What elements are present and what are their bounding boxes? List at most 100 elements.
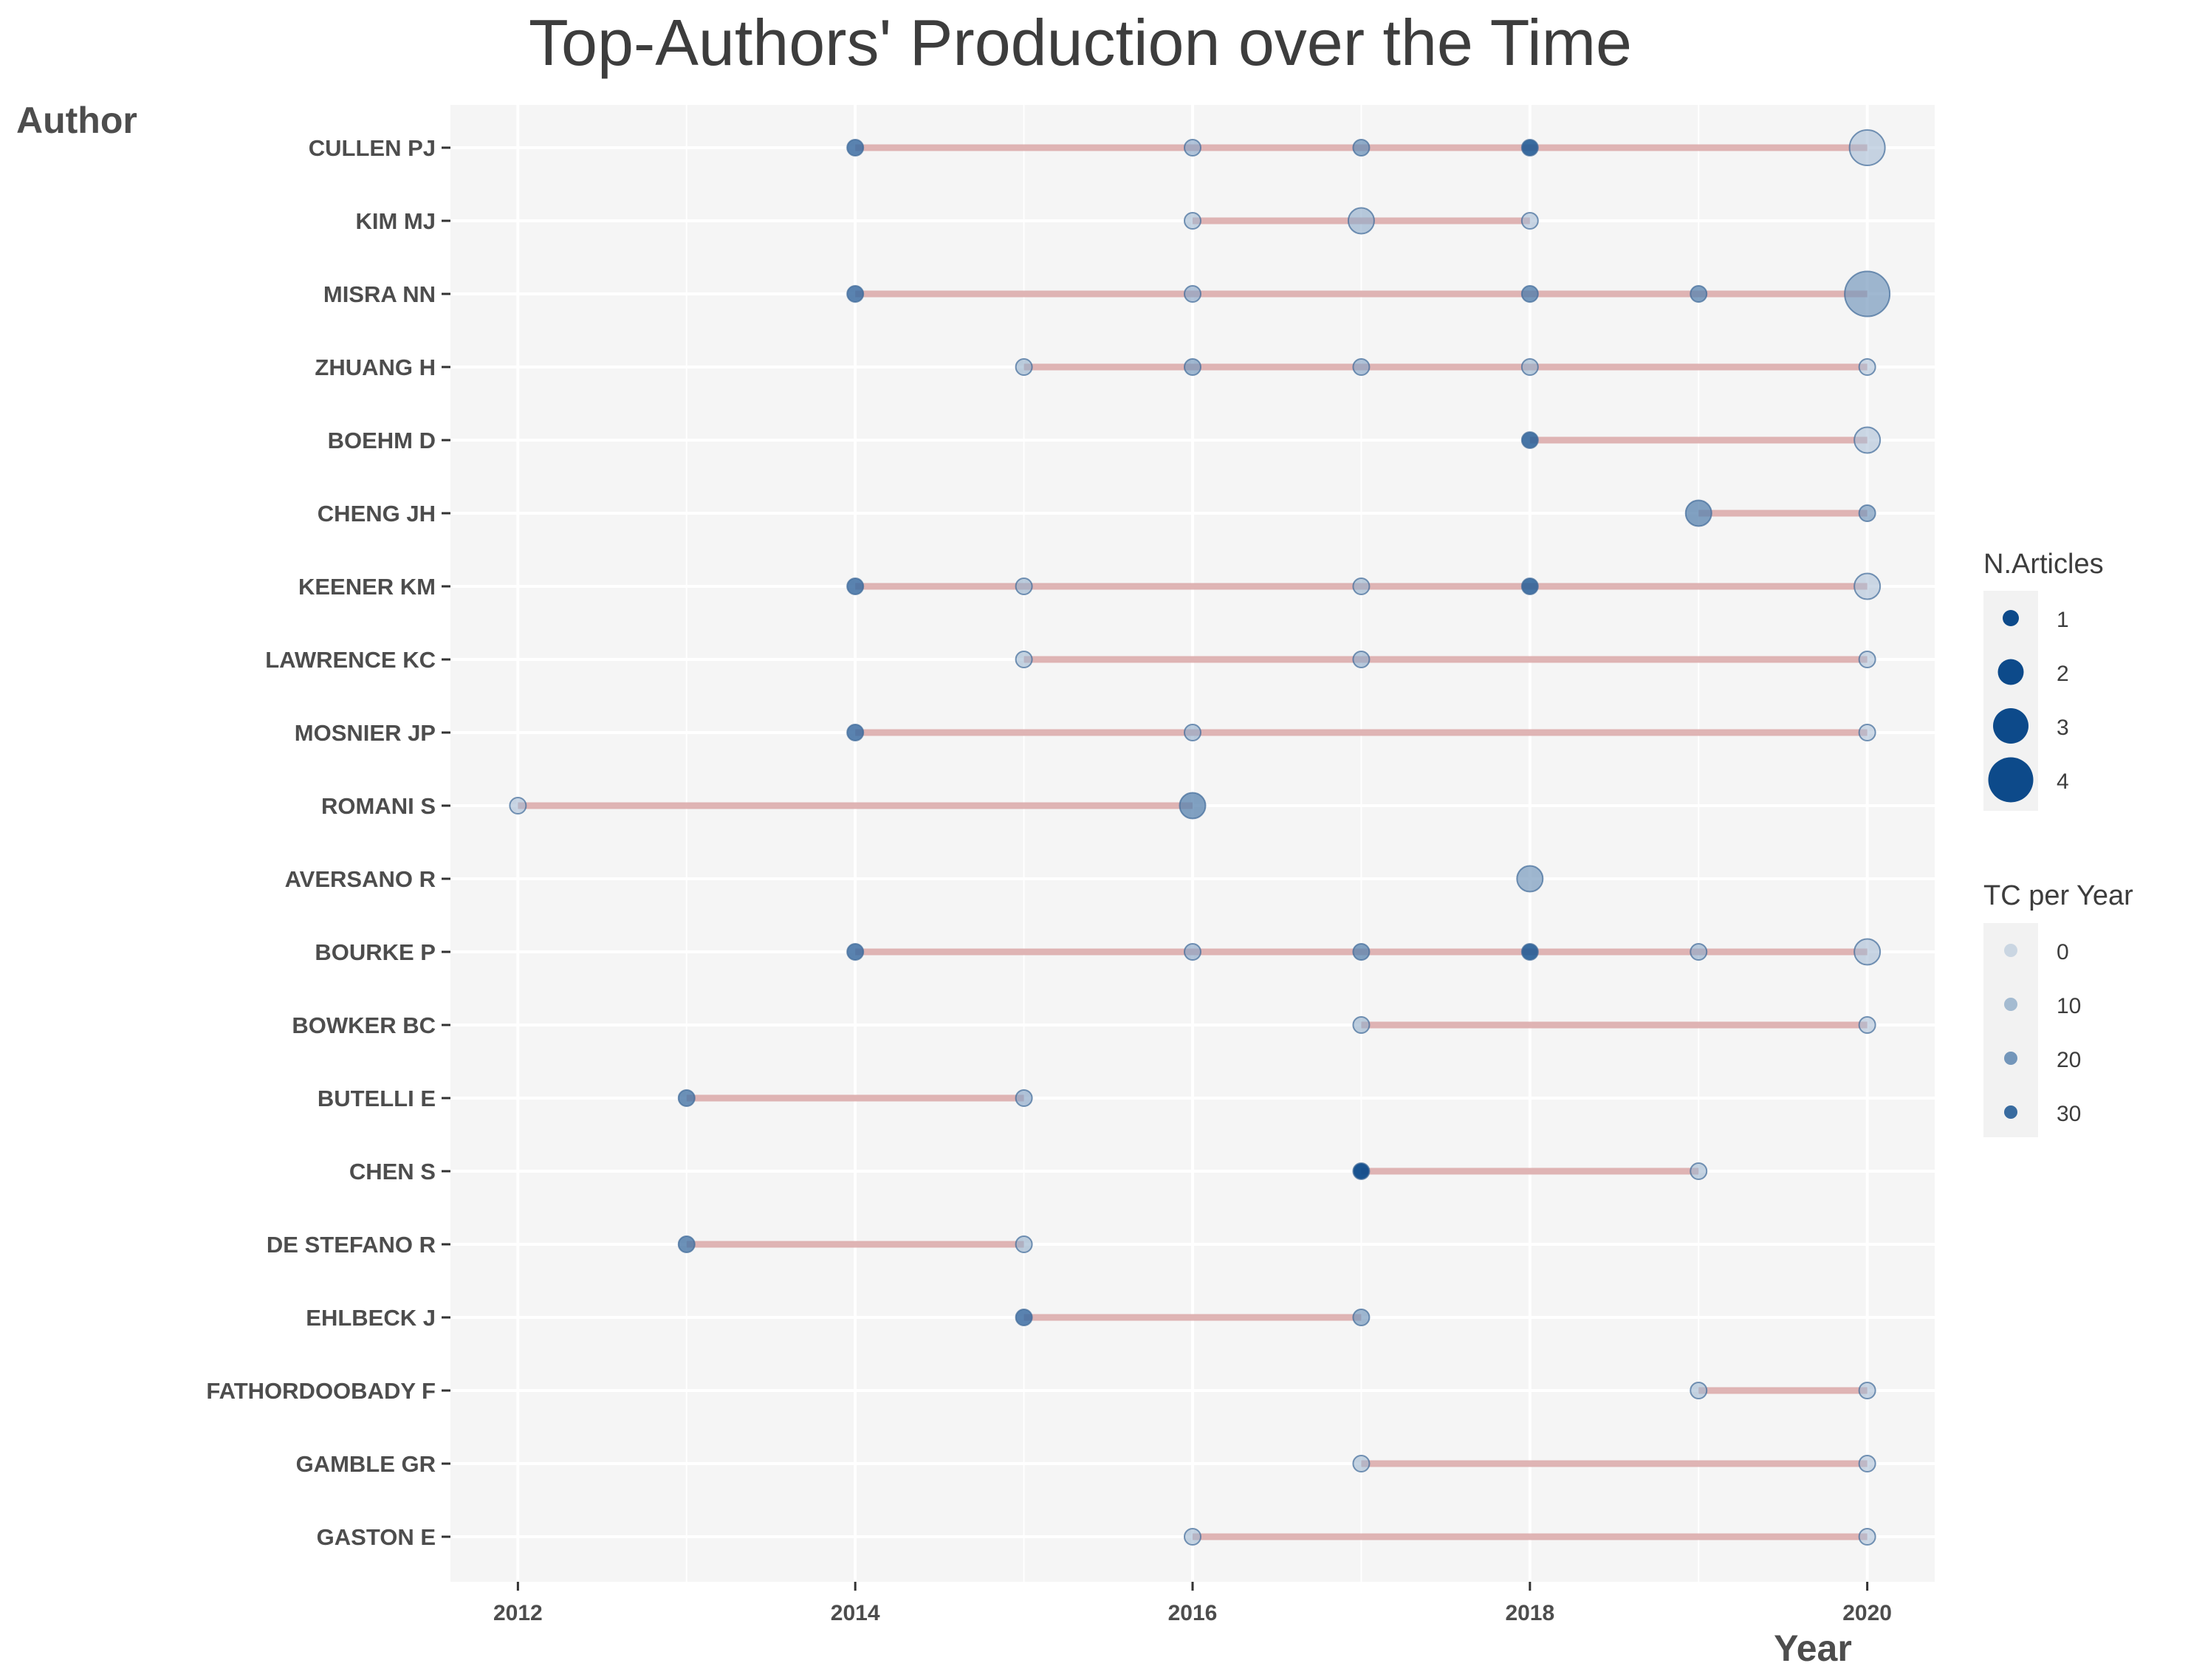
x-tick-label: 2016 bbox=[1168, 1601, 1218, 1625]
y-tick-label: KIM MJ bbox=[356, 208, 436, 234]
data-point bbox=[1352, 1162, 1371, 1180]
x-axis-title: Year bbox=[1774, 1628, 1852, 1669]
data-point bbox=[1516, 865, 1544, 893]
y-tick-label: MOSNIER JP bbox=[295, 720, 436, 746]
data-point bbox=[1520, 139, 1539, 157]
data-point bbox=[1520, 358, 1539, 376]
data-point bbox=[1184, 139, 1201, 157]
legend-color-key bbox=[2004, 998, 2017, 1011]
data-point bbox=[1520, 943, 1539, 961]
data-point bbox=[1015, 577, 1033, 595]
legend-color-title: TC per Year bbox=[1983, 880, 2133, 911]
data-point bbox=[1690, 1162, 1708, 1180]
data-point bbox=[1858, 651, 1876, 668]
data-point bbox=[1015, 651, 1033, 668]
x-tick-label: 2012 bbox=[493, 1601, 543, 1625]
legend-color-key bbox=[2004, 1052, 2017, 1065]
y-axis-title: Author bbox=[16, 100, 137, 141]
y-axis: CULLEN PJ KIM MJ MISRA NN ZHUANG H BOEHM D CH… bbox=[206, 135, 450, 1550]
y-tick-label: BOEHM D bbox=[328, 428, 436, 453]
y-tick-label: AVERSANO R bbox=[285, 866, 436, 892]
legend-size-label: 3 bbox=[2057, 716, 2069, 740]
x-tick-label: 2014 bbox=[831, 1601, 880, 1625]
data-point bbox=[1184, 943, 1201, 961]
data-point bbox=[1520, 285, 1539, 303]
legend-size-title: N.Articles bbox=[1983, 549, 2104, 580]
y-tick-label: MISRA NN bbox=[323, 281, 436, 307]
y-tick-label: CHENG JH bbox=[318, 501, 436, 527]
y-tick-label: EHLBECK J bbox=[306, 1305, 436, 1331]
data-point bbox=[1690, 285, 1708, 303]
y-tick-label: ZHUANG H bbox=[315, 354, 436, 380]
legend-color-key bbox=[2004, 944, 2017, 957]
y-tick-label: CULLEN PJ bbox=[309, 135, 436, 161]
data-point bbox=[1184, 724, 1201, 741]
data-point bbox=[1858, 504, 1876, 522]
y-tick-label: LAWRENCE KC bbox=[265, 647, 436, 673]
data-point bbox=[1520, 577, 1539, 595]
data-point bbox=[846, 724, 865, 741]
data-point bbox=[1352, 1016, 1371, 1034]
data-point bbox=[1690, 943, 1708, 961]
x-tick-label: 2020 bbox=[1842, 1601, 1892, 1625]
data-point bbox=[846, 943, 865, 961]
data-point bbox=[1858, 358, 1876, 376]
data-point bbox=[1520, 431, 1539, 449]
y-tick-label: GAMBLE GR bbox=[296, 1451, 436, 1477]
data-point bbox=[1015, 1089, 1033, 1107]
data-point bbox=[1179, 792, 1207, 820]
data-point bbox=[1352, 139, 1371, 157]
legend-color-label: 10 bbox=[2057, 994, 2081, 1018]
data-point bbox=[1352, 577, 1371, 595]
data-point bbox=[1684, 499, 1712, 527]
legend: N.Articles 1 2 3 4 TC per Year 0 10 20 30 bbox=[1983, 549, 2133, 1137]
legend-size-key bbox=[1993, 708, 2028, 744]
y-tick-label: KEENER KM bbox=[298, 574, 436, 600]
data-point bbox=[1184, 1528, 1201, 1546]
data-point bbox=[1858, 1016, 1876, 1034]
data-point bbox=[1858, 724, 1876, 741]
x-axis: 2012 2014 2016 2018 2020 bbox=[493, 1582, 1892, 1625]
y-tick-label: FATHORDOOBADY F bbox=[206, 1378, 436, 1404]
data-point bbox=[1858, 1382, 1876, 1399]
data-point bbox=[509, 797, 527, 815]
data-point bbox=[1015, 1235, 1033, 1253]
data-point bbox=[1184, 358, 1201, 376]
data-point bbox=[1844, 270, 1891, 318]
legend-size-key bbox=[2003, 610, 2019, 626]
data-point bbox=[1015, 1309, 1033, 1326]
data-point bbox=[846, 285, 865, 303]
data-point bbox=[1184, 212, 1201, 230]
y-tick-label: CHEN S bbox=[349, 1159, 436, 1184]
data-point bbox=[1853, 426, 1882, 454]
legend-color-key-bg bbox=[1983, 923, 2038, 1137]
data-point bbox=[846, 577, 865, 595]
data-point bbox=[1352, 651, 1371, 668]
legend-size-label: 1 bbox=[2057, 608, 2069, 632]
legend-size-items: 1 2 3 4 bbox=[1988, 608, 2069, 803]
y-tick-label: BUTELLI E bbox=[318, 1086, 436, 1111]
data-point bbox=[677, 1089, 696, 1107]
legend-size-key bbox=[1997, 659, 2024, 685]
y-tick-label: BOURKE P bbox=[315, 939, 436, 965]
legend-color-label: 0 bbox=[2057, 940, 2069, 964]
data-point bbox=[1858, 1528, 1876, 1546]
data-point bbox=[1848, 129, 1886, 166]
data-point bbox=[1690, 1382, 1708, 1399]
legend-color-items: 0 10 20 30 bbox=[2004, 940, 2081, 1126]
data-point bbox=[1858, 1455, 1876, 1472]
data-point bbox=[1352, 943, 1371, 961]
data-point bbox=[1352, 358, 1371, 376]
data-point bbox=[1015, 358, 1033, 376]
legend-size-label: 4 bbox=[2057, 769, 2069, 794]
data-point bbox=[1352, 1309, 1371, 1326]
data-point bbox=[1853, 938, 1882, 966]
legend-color-label: 30 bbox=[2057, 1102, 2081, 1126]
legend-color-label: 20 bbox=[2057, 1048, 2081, 1072]
data-point bbox=[1184, 285, 1201, 303]
data-point bbox=[1352, 1455, 1371, 1472]
x-tick-label: 2018 bbox=[1505, 1601, 1554, 1625]
y-tick-label: BOWKER BC bbox=[292, 1012, 436, 1038]
data-point bbox=[677, 1235, 696, 1253]
y-tick-label: ROMANI S bbox=[321, 793, 436, 819]
